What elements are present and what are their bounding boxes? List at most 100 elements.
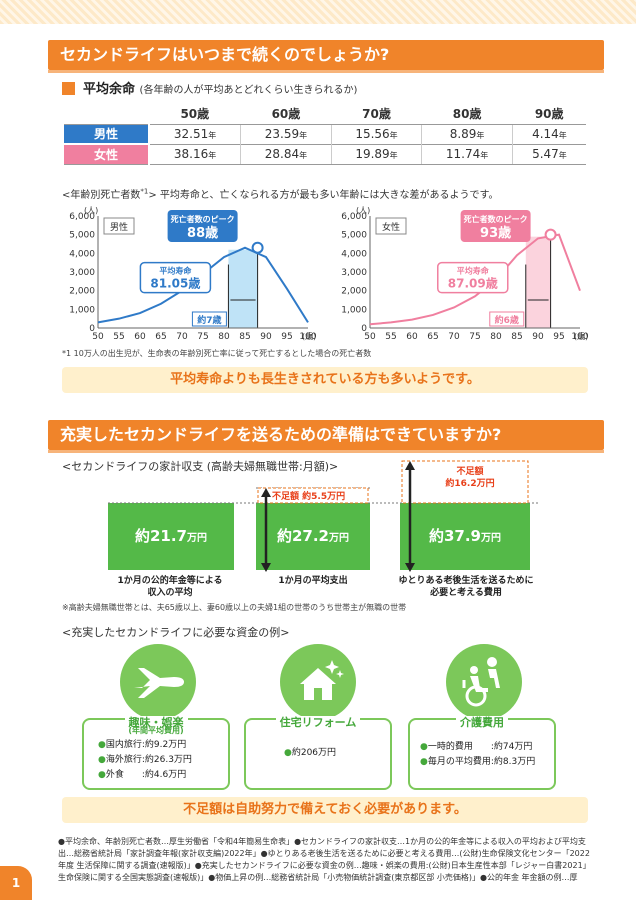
list-item: ●約206万円 — [284, 748, 337, 758]
x-unit: (歳) — [302, 331, 316, 341]
gender-box — [375, 217, 407, 235]
table-header: 80歳 — [452, 107, 482, 122]
row-label: 男性 — [62, 123, 150, 145]
table-cell: 38.16年 — [148, 143, 241, 165]
y-tick-label: 3,000 — [341, 268, 367, 278]
table-cell: 8.89年 — [421, 123, 513, 144]
x-tick-label: 55 — [385, 332, 396, 342]
x-tick-label: 75 — [197, 332, 208, 342]
shortfall-2-box — [401, 460, 529, 504]
table-cell: 32.51年 — [148, 123, 241, 144]
income-box: 約21.7万円 — [108, 503, 234, 570]
life-expectancy-title: 平均余命 (各年齢の人が平均あとどれくらい生きられるか) — [62, 78, 357, 97]
y-tick-label: 4,000 — [341, 249, 367, 259]
table-cell: 28.84年 — [240, 143, 332, 165]
list-item: ●毎月の平均費用:約8.3万円 — [420, 757, 536, 767]
expense-box: 約27.2万円 — [256, 503, 370, 570]
table-row: 女性 38.16年 28.84年 19.89年 11.74年 5.47年 — [62, 143, 586, 165]
x-tick-label: 100 — [299, 332, 316, 342]
reform-card: 住宅リフォーム ●約206万円 — [244, 716, 392, 790]
gap-label: 約7歳 — [197, 314, 221, 326]
peak-callout — [167, 210, 238, 242]
y-unit: (人) — [84, 206, 98, 215]
section-title: セカンドライフはいつまで続くのでしょうか? — [48, 40, 604, 73]
y-tick-label: 1,000 — [341, 305, 367, 315]
table-cell: 11.74年 — [421, 143, 513, 165]
shortfall-1-box — [257, 487, 369, 504]
income-label: 1か月の公的年金等による 収入の平均 — [117, 576, 223, 598]
female-death-chart: 0 1,000 2,000 3,000 4,000 5,000 6,000 50 55 60 65 7… — [341, 206, 589, 342]
gap-label-box — [191, 311, 227, 327]
life-expectancy-subtitle: (各年齢の人が平均あとどれくらい生きられるか) — [139, 85, 358, 96]
peak-title: 死亡者数のピーク — [170, 214, 235, 224]
budget-title: <セカンドライフの家計収支 (高齢夫婦無職世帯:月額)> — [62, 460, 339, 473]
peak-title: 死亡者数のピーク — [463, 214, 528, 224]
gender-box — [103, 217, 135, 235]
y-tick-label: 2,000 — [341, 287, 367, 297]
gap-label-box — [489, 311, 525, 327]
budget-overlay — [108, 460, 540, 572]
x-tick-label: 70 — [448, 332, 460, 342]
peak-marker — [544, 228, 557, 241]
y-tick-label: 6,000 — [341, 212, 367, 222]
table-cell: 23.59年 — [240, 123, 332, 144]
examples-title: <充実したセカンドライフに必要な資金の例> — [62, 626, 290, 639]
hobby-card: 趣味・娯楽 (年間平均費用) ●国内旅行:約9.2万円 ●海外旅行:約26.3万… — [82, 716, 230, 790]
care-card-title: 介護費用 — [456, 716, 508, 729]
care-card: 介護費用 ●一時的費用 :約74万円 ●毎月の平均費用:約8.3万円 — [408, 716, 556, 790]
gender-label: 男性 — [110, 221, 128, 233]
x-unit: (歳) — [574, 331, 588, 341]
table-header: 90歳 — [534, 107, 564, 122]
x-tick-label: 55 — [113, 332, 124, 342]
peak-callout — [460, 210, 531, 242]
hobby-card-sub: (年間平均費用) — [128, 726, 184, 735]
table-header: 70歳 — [362, 107, 391, 122]
airplane-icon — [120, 644, 196, 720]
life-expectancy-table: 50歳 60歳 70歳 80歳 90歳 男性 32.51年 23.59年 15.56年 8.89年… — [62, 104, 586, 165]
x-tick-label: 90 — [532, 332, 544, 342]
table-header: 50歳 — [180, 107, 210, 122]
list-item: ●海外旅行:約26.3万円 — [98, 755, 192, 765]
y-tick-label: 1,000 — [69, 305, 95, 315]
expense-label: 1か月の平均支出 — [278, 576, 348, 586]
x-tick-label: 50 — [92, 332, 104, 342]
y-tick-label: 5,000 — [69, 231, 95, 241]
comfort-cost-label: ゆとりある老後生活を送るために 必要と考える費用 — [398, 576, 534, 598]
x-tick-label: 85 — [239, 332, 250, 342]
reform-card-title: 住宅リフォーム — [275, 716, 361, 729]
footnote-1: *1 10万人の出生児が、生命表の年齢別死亡率に従って死亡するとした場合の死亡者… — [62, 349, 372, 358]
y-tick-label: 3,000 — [69, 268, 95, 278]
footnote-2: ※高齢夫婦無職世帯とは、夫65歳以上、妻60歳以上の夫婦1組の世帯のうち世帯主が… — [62, 603, 407, 612]
mean-callout — [139, 261, 212, 294]
x-tick-label: 60 — [406, 332, 418, 342]
shortfall-2-label: 不足額 約16.2万円 — [445, 467, 495, 489]
x-tick-label: 80 — [490, 332, 502, 342]
list-item: ●一時的費用 :約74万円 — [420, 742, 533, 752]
section-title-2: 充実したセカンドライフを送るための準備はできていますか? — [48, 420, 604, 453]
x-tick-label: 80 — [218, 332, 230, 342]
mean-title: 平均寿命 — [159, 266, 192, 276]
x-tick-label: 50 — [364, 332, 376, 342]
peak-value: 93歳 — [480, 225, 511, 241]
y-unit: (人) — [356, 206, 370, 215]
comfort-cost-box: 約37.9万円 — [400, 503, 530, 570]
x-tick-label: 95 — [281, 332, 292, 342]
gap-region — [525, 236, 551, 328]
wheelchair-icon — [446, 644, 522, 720]
gap-label: 約6歳 — [495, 314, 519, 326]
row-label: 女性 — [62, 143, 150, 165]
x-tick-label: 75 — [469, 332, 480, 342]
mean-value: 81.05歳 — [150, 276, 200, 291]
male-death-chart: 0 1,000 2,000 3,000 4,000 5,000 6,000 50 55 60 65 7… — [69, 206, 317, 342]
x-tick-label: 85 — [511, 332, 522, 342]
mean-value: 87.09歳 — [448, 276, 498, 291]
banner-self-help: 不足額は自助努力で備えておく必要があります。 — [62, 797, 588, 823]
x-tick-label: 95 — [553, 332, 564, 342]
table-cell: 4.14年 — [511, 123, 586, 144]
table-cell: 15.56年 — [330, 123, 422, 144]
table-header-blank — [63, 104, 149, 124]
x-tick-label: 60 — [134, 332, 146, 342]
x-tick-label: 70 — [176, 332, 188, 342]
mean-title: 平均寿命 — [457, 266, 490, 276]
gap-region — [228, 249, 258, 328]
